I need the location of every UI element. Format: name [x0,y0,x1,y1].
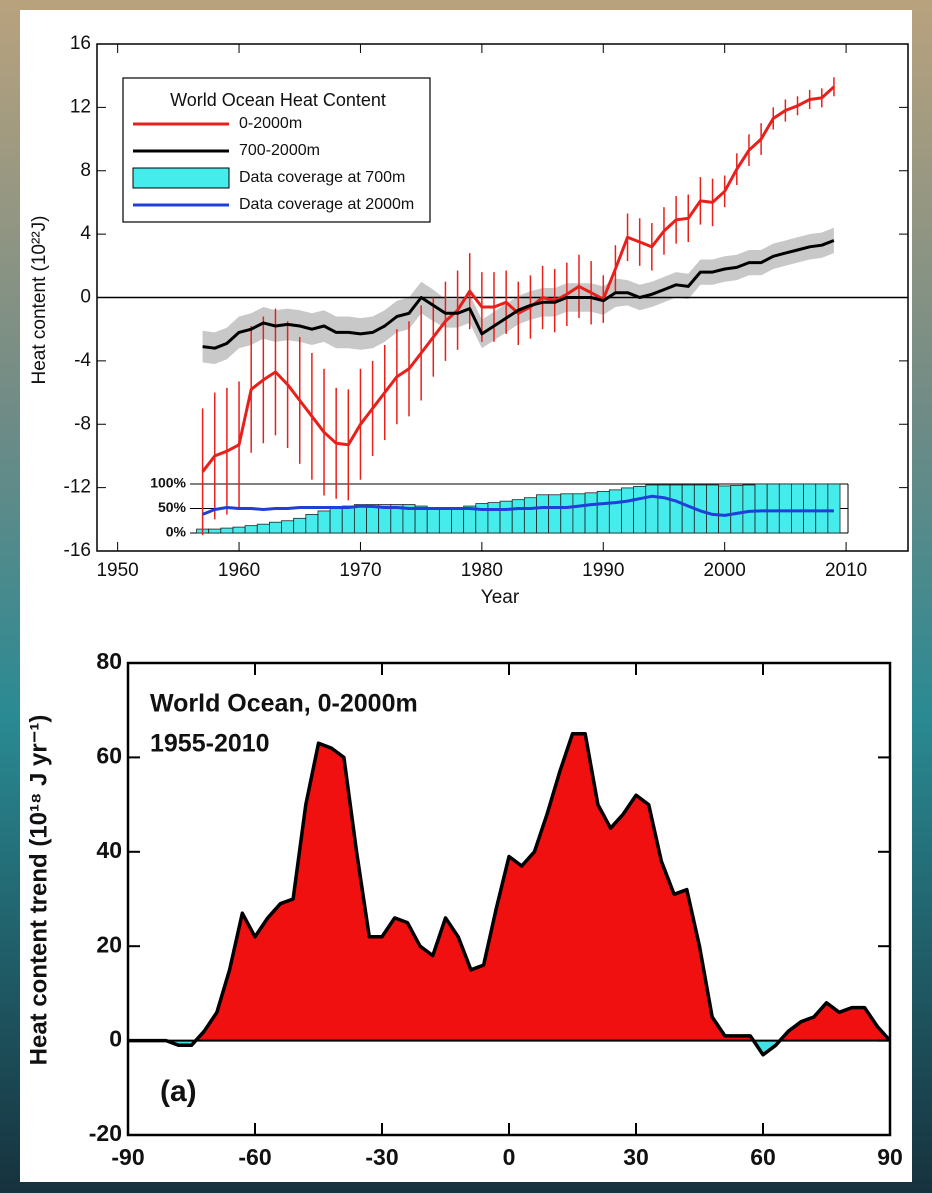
annotation: 1955-2010 [150,730,270,758]
y-tick-label: 80 [96,648,122,674]
y-tick-label: -12 [64,477,91,498]
coverage-bar [294,518,306,533]
legend-label: 0-2000m [239,115,302,132]
x-tick-label: 1970 [339,560,381,581]
y-tick-label: 0 [80,287,91,308]
coverage-bar [439,508,451,533]
x-tick-label: 60 [750,1144,776,1170]
coverage-bar [609,490,621,533]
x-tick-label: 1980 [461,560,503,581]
x-tick-label: 2010 [825,560,867,581]
x-tick-label: -30 [365,1144,398,1170]
y-tick-label: 60 [96,742,122,768]
y-tick-label: -16 [64,540,91,561]
y-axis-label: Heat content trend (10¹⁸ J yr⁻¹) [25,715,52,1066]
coverage-bar [670,485,682,533]
coverage-bar [767,484,779,533]
coverage-bar [573,494,585,533]
y-tick-label: 20 [96,931,122,957]
coverage-bar [221,528,233,533]
legend-label: Data coverage at 2000m [239,196,414,213]
coverage-bar [524,498,536,533]
x-tick-label: 30 [623,1144,649,1170]
y-tick-label: 8 [80,160,91,181]
y-tick-label: 12 [70,96,91,117]
x-tick-label: 1950 [96,560,138,581]
coverage-bar [306,514,318,533]
coverage-bar [549,495,561,533]
legend-title: World Ocean Heat Content [170,90,386,110]
y-tick-label: -4 [74,350,91,371]
y-tick-label: 16 [70,33,91,54]
y-tick-label: 40 [96,837,122,863]
y-tick-label: -8 [74,413,91,434]
y-axis-label: Heat content (10²²J) [29,216,50,385]
coverage-bar [706,485,718,533]
x-tick-label: 1960 [218,560,260,581]
coverage-bar [257,524,269,533]
coverage-bar [719,486,731,533]
coverage-bar [597,491,609,533]
coverage-bar [828,484,840,533]
inset-tick-label: 0% [166,524,187,540]
coverage-bar [755,484,767,533]
legend-label: Data coverage at 700m [239,169,405,186]
coverage-bar [731,485,743,533]
x-tick-label: -60 [238,1144,271,1170]
coverage-bar [646,485,658,533]
coverage-bar [245,526,257,533]
inset-tick-label: 50% [158,499,187,515]
coverage-bar [779,484,791,533]
coverage-bar [634,486,646,533]
coverage-bar [354,505,366,533]
coverage-bar [488,503,500,533]
legend-label: 700-2000m [239,142,320,159]
x-tick-label: 1990 [582,560,624,581]
legend-swatch [133,168,229,188]
coverage-bar [233,527,245,533]
annotation: (a) [160,1075,197,1108]
y-tick-label: -20 [89,1120,122,1146]
coverage-bar [658,485,670,533]
coverage-bar [452,508,464,533]
coverage-bar [415,506,427,533]
coverage-bar [804,484,816,533]
y-tick-label: 4 [80,223,91,244]
coverage-bar [209,529,221,533]
x-tick-label: 0 [503,1144,516,1170]
x-axis-label: Year [481,587,520,608]
coverage-bar [621,488,633,533]
x-tick-label: 90 [877,1144,903,1170]
coverage-bar [791,484,803,533]
x-tick-label: -90 [111,1144,144,1170]
coverage-bar [282,521,294,533]
coverage-bar [536,495,548,533]
coverage-bar [500,501,512,533]
screenshot: Heat content (10²²J) Year 0% 50% 100% -16 -1… [0,0,932,1193]
coverage-bar [318,511,330,533]
coverage-bar [816,484,828,533]
annotation: World Ocean, 0-2000m [150,690,418,718]
coverage-bar [512,500,524,533]
page: {"chart_data":[ {"type":"line","legend_t… [0,0,932,1193]
coverage-bar [585,493,597,533]
x-tick-label: 2000 [704,560,746,581]
coverage-bar [427,508,439,533]
coverage-bar [342,506,354,533]
y-tick-label: 0 [109,1026,122,1052]
inset-tick-label: 100% [150,475,186,491]
coverage-bar [330,509,342,534]
coverage-bar [269,522,281,533]
coverage-bar [561,494,573,533]
coverage-bar [743,485,755,533]
coverage-bar [367,505,379,533]
